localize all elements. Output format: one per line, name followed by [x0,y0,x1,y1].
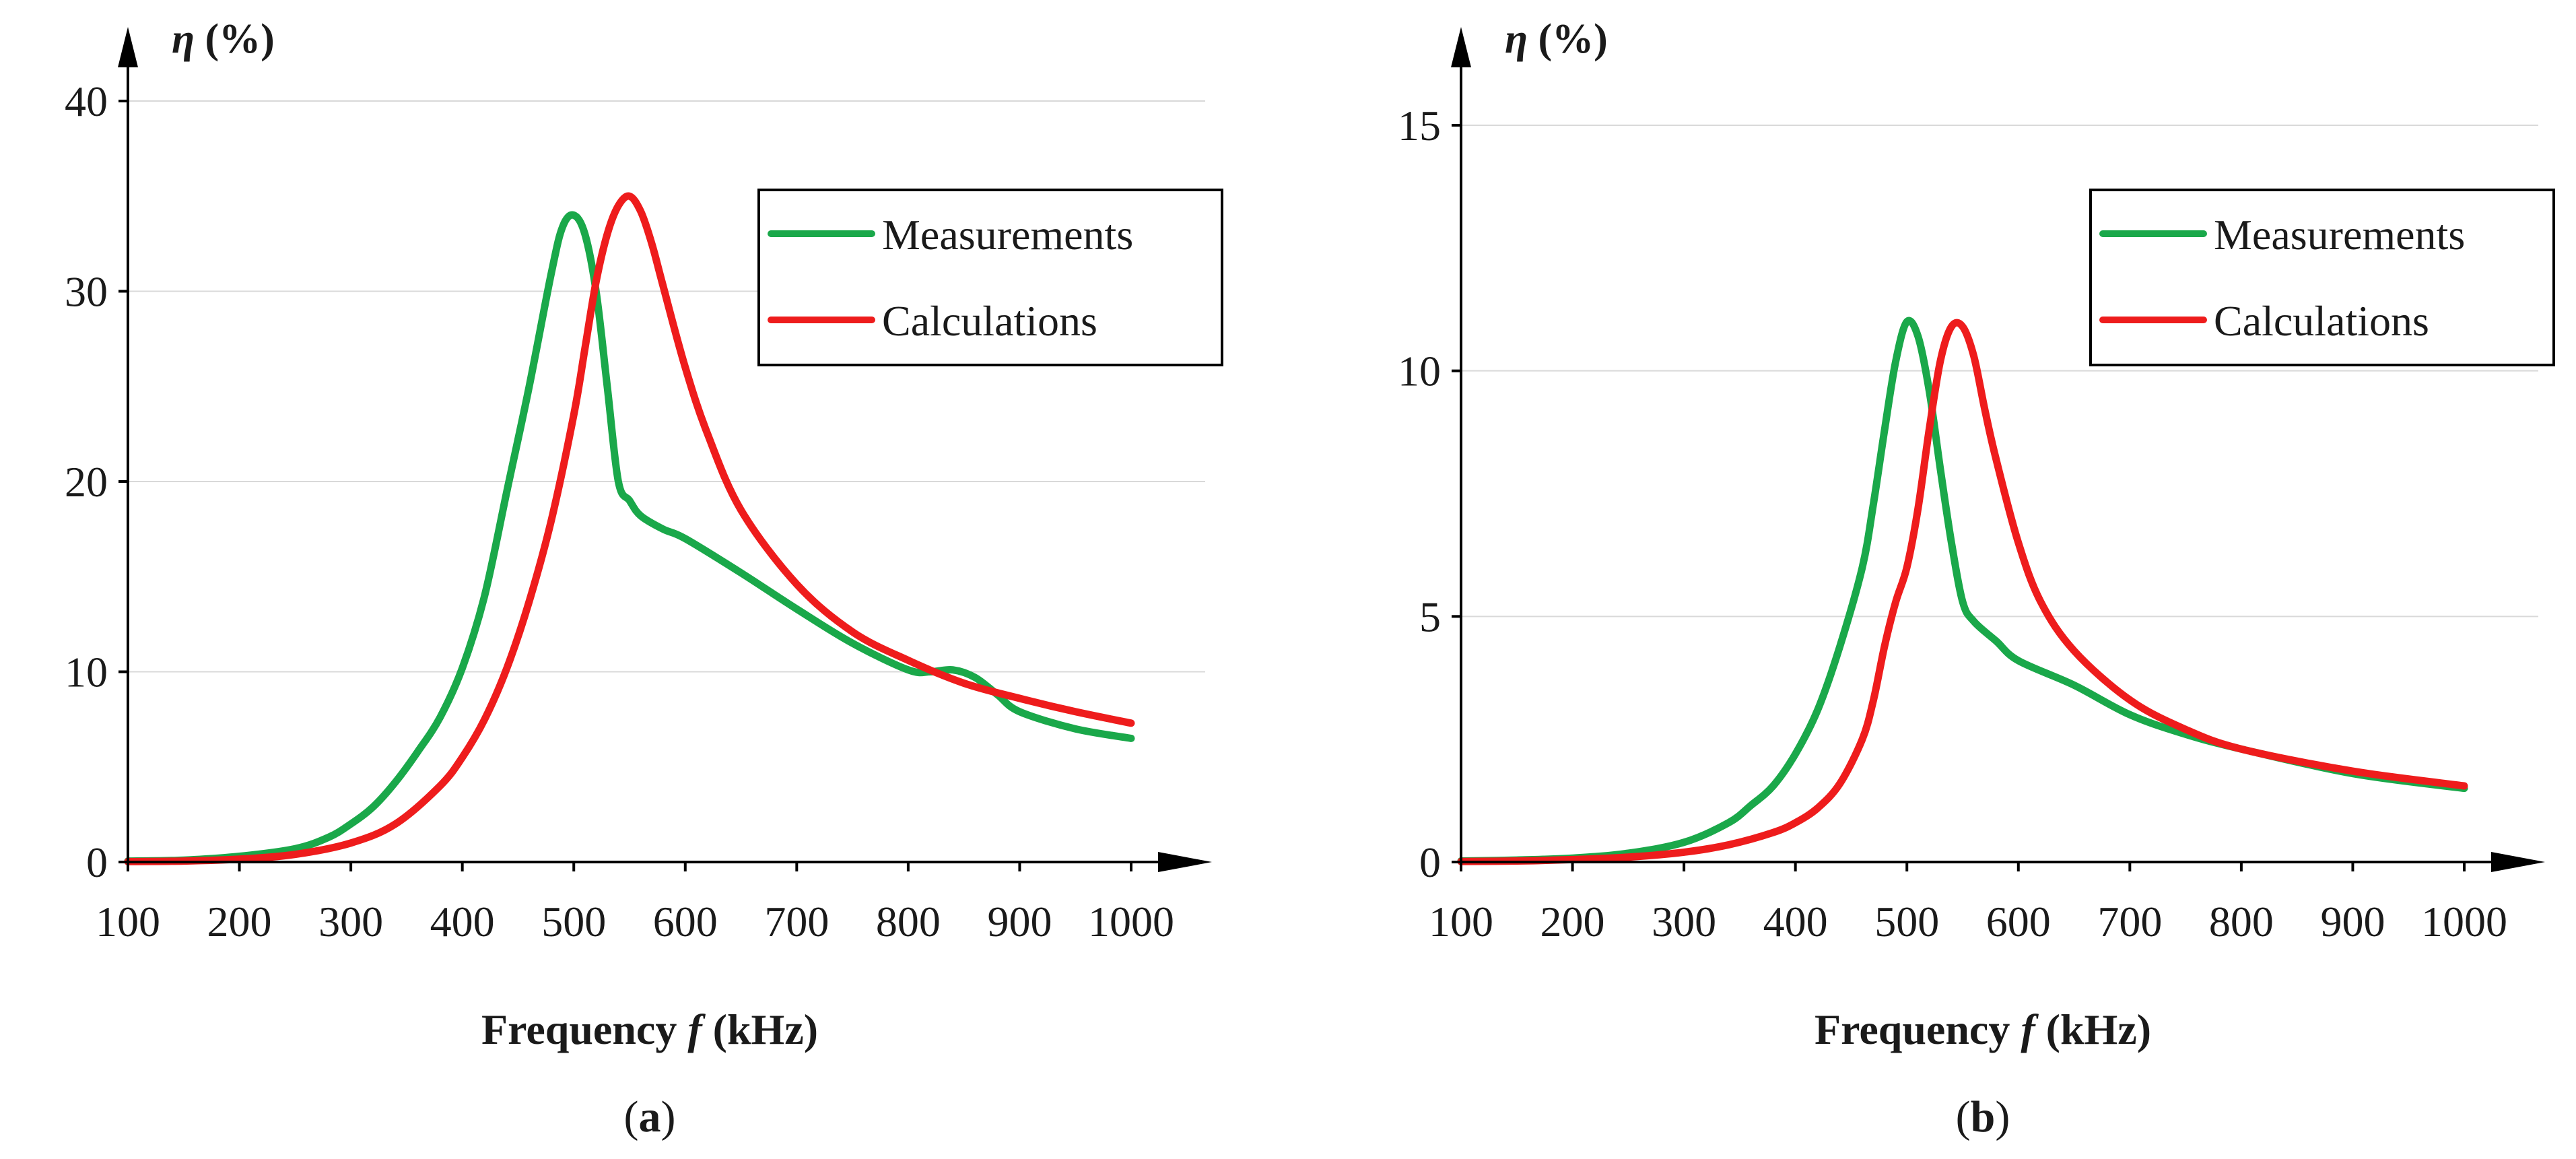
x-axis-label: Frequency f (kHz) [1815,1005,2151,1053]
x-tick-label: 900 [987,898,1052,946]
x-tick-label: 600 [653,898,718,946]
series-line-measurements [1457,317,2468,865]
series-group [124,192,1135,865]
legend: Measurements Calculations [2089,189,2555,366]
x-tick-label: 1000 [2421,898,2507,946]
x-axis-unit: (kHz) [702,1005,818,1053]
x-axis-text: Frequency [481,1005,687,1053]
panel-open: ( [1956,1092,1971,1141]
y-axis-unit: (%) [195,16,275,62]
x-axis-arrow [1158,852,1212,872]
grid [1461,125,2538,618]
y-axis-symbol: η [172,16,195,62]
legend-box [2089,189,2555,366]
panel-close: ) [1995,1092,2010,1141]
x-tick-label: 400 [1763,898,1828,946]
legend-label-measurements: Measurements [882,211,1133,259]
panel-label: (b) [1956,1092,2010,1141]
chart-b: 0 5 10 15 100 200 300 400 500 600 700 800 900 1000 η… [1398,16,2555,1141]
x-ticks: 100 200 300 400 500 600 700 800 900 1000 [96,862,1174,946]
legend-box [757,189,1223,366]
legend: Measurements Calculations [757,189,1223,366]
y-ticks: 0 10 20 30 40 [65,77,128,886]
x-tick-label: 500 [541,898,606,946]
x-tick-label: 600 [1986,898,2051,946]
y-axis-arrow [1451,27,1471,67]
panel-close: ) [661,1092,676,1141]
y-axis-label: η (%) [1505,16,1608,62]
panel-letter: a [639,1092,661,1141]
y-ticks: 0 5 10 15 [1398,102,1461,886]
x-tick-label: 700 [2097,898,2162,946]
y-tick-label: 30 [65,268,108,316]
x-tick-label: 100 [1429,898,1493,946]
x-axis-label: Frequency f (kHz) [481,1005,818,1053]
panel-letter: b [1971,1092,1996,1141]
x-tick-label: 900 [2320,898,2385,946]
panel-label: (a) [624,1092,676,1141]
y-axis-unit: (%) [1528,16,1608,62]
panel-open: ( [624,1092,639,1141]
x-axis-arrow [2491,852,2545,872]
x-tick-label: 1000 [1088,898,1174,946]
x-axis-text: Frequency [1815,1005,2021,1053]
x-tick-label: 800 [2209,898,2274,946]
y-axis-symbol: η [1505,16,1528,62]
legend-label-measurements: Measurements [2214,211,2465,259]
series-line-calculations [124,192,1135,865]
x-ticks: 100 200 300 400 500 600 700 800 900 1000 [1429,862,2507,946]
x-tick-label: 200 [1540,898,1605,946]
y-tick-label: 0 [86,838,108,886]
y-axis-label: η (%) [172,16,275,62]
x-tick-label: 200 [207,898,272,946]
y-tick-label: 10 [1398,347,1441,395]
x-tick-label: 700 [764,898,829,946]
series-line-calculations [1457,319,2468,865]
series-group [1457,317,2468,865]
x-tick-label: 100 [96,898,160,946]
x-tick-label: 300 [318,898,383,946]
y-tick-label: 40 [65,77,108,125]
x-tick-label: 500 [1874,898,1939,946]
x-axis-unit: (kHz) [2035,1005,2151,1053]
x-tick-label: 300 [1652,898,1716,946]
y-tick-label: 15 [1398,102,1441,150]
y-tick-label: 10 [65,649,108,696]
legend-label-calculations: Calculations [882,297,1097,345]
x-tick-label: 400 [430,898,495,946]
y-axis-arrow [118,27,138,67]
y-tick-label: 0 [1419,838,1441,886]
grid [128,100,1205,673]
y-tick-label: 20 [65,458,108,506]
x-tick-label: 800 [876,898,941,946]
legend-label-calculations: Calculations [2214,297,2429,345]
y-tick-label: 5 [1419,593,1441,640]
